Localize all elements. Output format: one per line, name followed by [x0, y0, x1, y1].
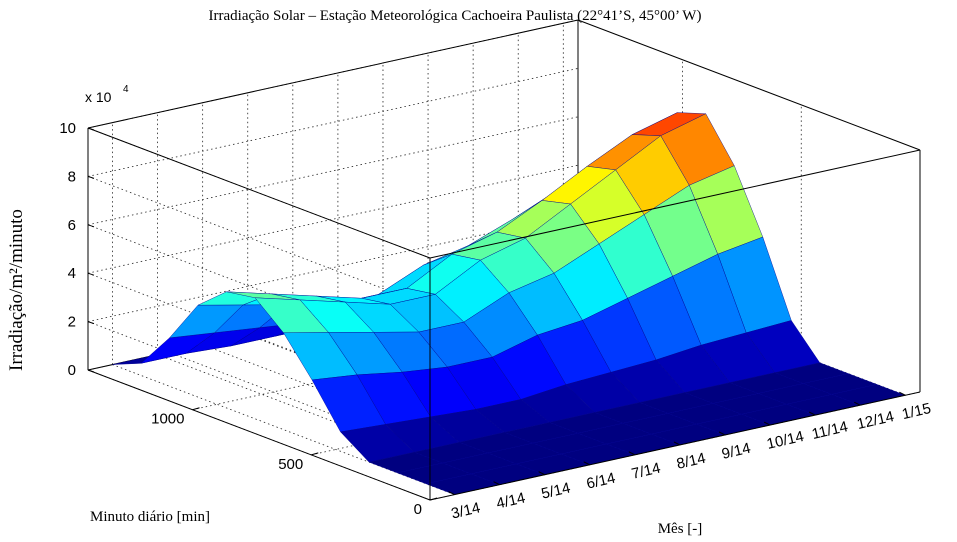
tick-mark: [87, 369, 95, 373]
z-exponent-power: 4: [123, 84, 129, 95]
y-tick-label: 8/14: [675, 450, 707, 473]
y-tick-label: 11/14: [810, 418, 849, 443]
tick-mark: [673, 441, 681, 446]
y-tick-label: 9/14: [720, 440, 752, 463]
tick-mark: [583, 461, 590, 466]
grid-line: [87, 116, 579, 226]
z-tick-label: 8: [68, 168, 76, 185]
tick-mark: [538, 471, 545, 476]
y-tick-label: 3/14: [450, 499, 482, 522]
grid-line: [87, 68, 579, 177]
tick-mark: [87, 272, 95, 276]
y-tick-label: 5/14: [540, 479, 572, 502]
z-tick-label: 4: [68, 265, 76, 282]
axis-edge: [87, 127, 431, 259]
x-axis-label: Minuto diário [min]: [90, 509, 210, 525]
tick-mark: [493, 481, 500, 486]
tick-mark: [87, 175, 95, 179]
tick-mark: [763, 421, 771, 426]
tick-mark: [448, 491, 455, 496]
z-tick-label: 0: [68, 362, 76, 379]
chart-title: Irradiação Solar – Estação Meteorológica…: [209, 8, 702, 24]
z-axis-label: Irradiação/m²/minuto: [6, 209, 27, 371]
y-tick-label: 1/15: [900, 400, 932, 423]
tick-mark: [628, 451, 636, 456]
tick-mark: [192, 407, 200, 411]
tick-mark: [429, 497, 438, 501]
x-tick-label: 500: [278, 456, 303, 473]
axis-edge: [577, 19, 921, 151]
axis-edge: [429, 391, 921, 501]
tick-mark: [87, 321, 95, 325]
z-tick-label: 10: [59, 120, 76, 137]
tick-mark: [853, 401, 861, 406]
y-tick-label: 6/14: [585, 470, 617, 493]
axis-edge: [87, 19, 579, 129]
y-tick-label: 10/14: [765, 428, 805, 453]
tick-mark: [808, 411, 816, 416]
tick-mark: [718, 431, 726, 436]
y-tick-label: 7/14: [630, 460, 662, 483]
z-tick-label: 6: [68, 217, 76, 234]
y-tick-label: 12/14: [855, 408, 895, 433]
x-tick-label: 0: [414, 501, 422, 518]
axis-edge: [87, 369, 431, 501]
tick-mark: [899, 391, 906, 396]
axis-edge: [429, 149, 921, 259]
tick-mark: [87, 127, 95, 131]
z-tick-label: 2: [68, 314, 76, 331]
x-tick-label: 1000: [151, 411, 184, 428]
grid-line: [87, 176, 431, 307]
z-exponent-base: x 10: [85, 89, 112, 105]
y-tick-label: 4/14: [495, 489, 527, 512]
tick-mark: [87, 224, 95, 228]
tick-mark: [311, 452, 319, 456]
y-axis-label: Mês [-]: [658, 521, 703, 537]
